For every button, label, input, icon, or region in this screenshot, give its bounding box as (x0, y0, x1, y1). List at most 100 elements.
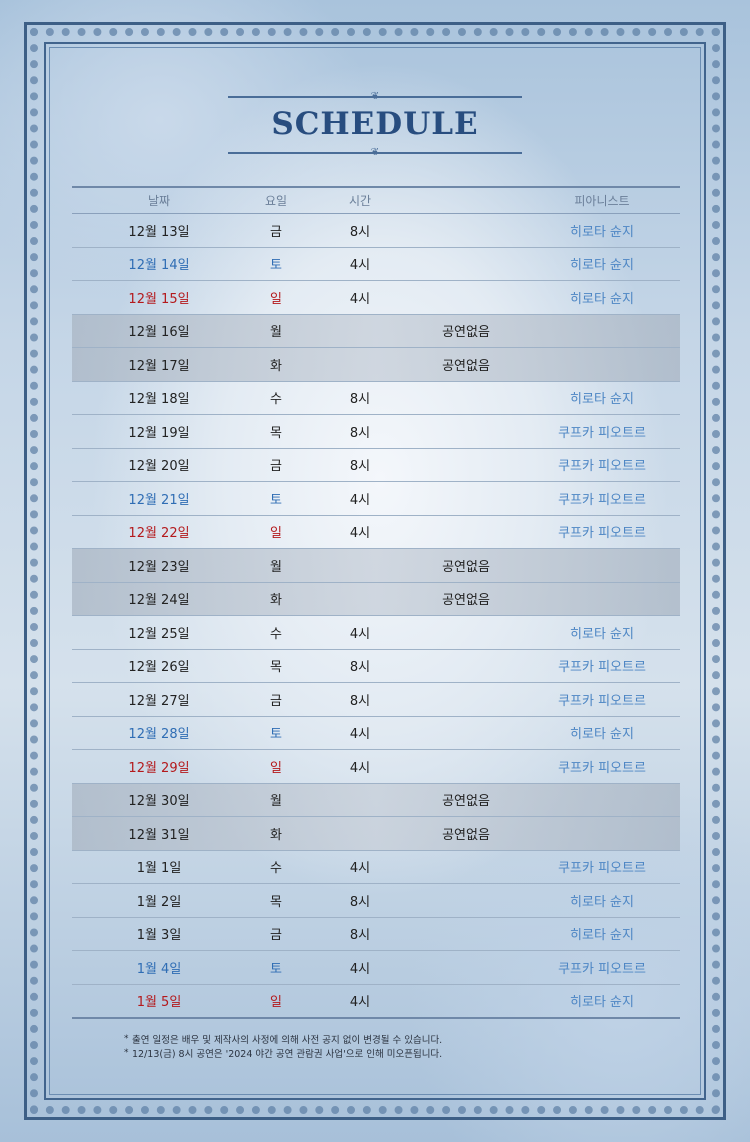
inner-frame-line (49, 47, 701, 1095)
row-pianist: 쿠프카 피오트르 (558, 961, 646, 977)
row-time: 4시 (349, 961, 371, 977)
row-time: 4시 (349, 492, 371, 508)
row-dow: 월 (270, 325, 282, 341)
table-row: 12월 25일 수 4시 히로타 슌지 (72, 616, 680, 650)
row-time: 4시 (349, 995, 371, 1011)
header-time: 시간 (348, 194, 372, 208)
table-row: 12월 13일 금 8시 히로타 슌지 (72, 214, 680, 248)
row-dow: 일 (270, 995, 282, 1011)
row-dow: 목 (270, 425, 282, 441)
row-time: 8시 (349, 459, 371, 475)
notes: 출연 일정은 배우 및 제작사의 사정에 의해 사전 공지 없이 변경될 수 있… (124, 1032, 684, 1062)
table-row: 12월 28일 토 4시 히로타 슌지 (72, 717, 680, 750)
row-no-show: 공연없음 (442, 358, 490, 374)
row-date: 12월 13일 (128, 224, 190, 240)
row-date: 12월 17일 (128, 358, 190, 374)
title-block: ❦ SCHEDULE ❦ (228, 90, 522, 160)
row-pianist: 히로타 슌지 (570, 626, 634, 642)
title-rule-bottom (228, 152, 522, 154)
inner-frame (44, 42, 706, 1100)
row-pianist: 쿠프카 피오트르 (558, 459, 646, 475)
table-row: 12월 26일 목 8시 쿠프카 피오트르 (72, 650, 680, 683)
table-row: 12월 20일 금 8시 쿠프카 피오트르 (72, 449, 680, 482)
table-row: 12월 19일 목 8시 쿠프카 피오트르 (72, 415, 680, 449)
row-date: 12월 26일 (128, 660, 190, 676)
row-dow: 일 (270, 760, 282, 776)
row-time: 8시 (349, 928, 371, 944)
header-dow: 요일 (264, 194, 288, 208)
header-pianist: 피아니스트 (574, 194, 630, 208)
row-pianist: 히로타 슌지 (570, 995, 634, 1011)
row-date: 12월 14일 (128, 258, 190, 274)
row-time: 8시 (349, 693, 371, 709)
table-row: 1월 2일 목 8시 히로타 슌지 (72, 884, 680, 918)
row-dow: 금 (270, 928, 282, 944)
note-item: 출연 일정은 배우 및 제작사의 사정에 의해 사전 공지 없이 변경될 수 있… (124, 1032, 684, 1048)
row-dow: 수 (270, 392, 282, 408)
header-date: 날짜 (147, 194, 171, 208)
row-date: 12월 22일 (128, 526, 190, 542)
row-date: 12월 16일 (128, 325, 190, 341)
row-date: 12월 28일 (128, 727, 190, 743)
row-date: 12월 31일 (128, 827, 190, 843)
row-pianist: 히로타 슌지 (570, 894, 634, 910)
page-title: SCHEDULE (271, 106, 479, 142)
schedule-table: 날짜 요일 시간 피아니스트 12월 13일 금 8시 히로타 슌지 12월 14일 토 4… (72, 186, 680, 1019)
row-time: 8시 (349, 392, 371, 408)
outer-frame (24, 22, 726, 1120)
row-pianist: 쿠프카 피오트르 (558, 660, 646, 676)
row-dow: 화 (270, 593, 282, 609)
row-time: 8시 (349, 894, 371, 910)
row-date: 12월 18일 (128, 392, 190, 408)
table-row: 12월 18일 수 8시 히로타 슌지 (72, 382, 680, 415)
row-date: 12월 30일 (128, 794, 190, 810)
table-row: 12월 15일 일 4시 히로타 슌지 (72, 281, 680, 315)
row-dow: 화 (270, 358, 282, 374)
row-dow: 화 (270, 827, 282, 843)
table-row: 1월 5일 일 4시 히로타 슌지 (72, 985, 680, 1018)
row-dow: 목 (270, 660, 282, 676)
row-pianist: 쿠프카 피오트르 (558, 760, 646, 776)
row-time: 4시 (349, 291, 371, 307)
row-time: 4시 (349, 258, 371, 274)
row-pianist: 히로타 슌지 (570, 392, 634, 408)
row-date: 12월 23일 (128, 559, 190, 575)
table-row: 12월 21일 토 4시 쿠프카 피오트르 (72, 482, 680, 516)
table-row: 1월 4일 토 4시 쿠프카 피오트르 (72, 951, 680, 985)
ornament-icon: ❦ (370, 147, 380, 158)
row-dow: 월 (270, 559, 282, 575)
row-no-show: 공연없음 (442, 593, 490, 609)
row-dow: 토 (270, 727, 282, 743)
row-date: 12월 19일 (128, 425, 190, 441)
row-date: 12월 15일 (128, 291, 190, 307)
table-row: 12월 23일 월 공연없음 (72, 549, 680, 583)
table-header: 날짜 요일 시간 피아니스트 (72, 186, 680, 214)
row-date: 12월 21일 (128, 492, 190, 508)
row-time: 4시 (349, 526, 371, 542)
row-time: 8시 (349, 224, 371, 240)
table-row: 1월 1일 수 4시 쿠프카 피오트르 (72, 851, 680, 884)
row-time: 8시 (349, 660, 371, 676)
row-no-show: 공연없음 (442, 794, 490, 810)
note-item: 12/13(금) 8시 공연은 '2024 야간 공연 관람권 사업'으로 인해… (124, 1046, 684, 1062)
row-pianist: 히로타 슌지 (570, 258, 634, 274)
row-pianist: 쿠프카 피오트르 (558, 861, 646, 877)
table-row: 12월 14일 토 4시 히로타 슌지 (72, 248, 680, 281)
row-pianist: 히로타 슌지 (570, 291, 634, 307)
row-pianist: 히로타 슌지 (570, 224, 634, 240)
row-pianist: 히로타 슌지 (570, 727, 634, 743)
row-date: 1월 1일 (136, 861, 182, 877)
table-body: 12월 13일 금 8시 히로타 슌지 12월 14일 토 4시 히로타 슌지 12월 15일 일… (72, 214, 680, 1018)
ornamental-border (30, 28, 720, 1114)
row-date: 1월 2일 (136, 894, 182, 910)
row-date: 12월 27일 (128, 693, 190, 709)
ornament-icon: ❦ (370, 91, 380, 102)
row-dow: 금 (270, 224, 282, 240)
row-no-show: 공연없음 (442, 827, 490, 843)
row-pianist: 히로타 슌지 (570, 928, 634, 944)
row-pianist: 쿠프카 피오트르 (558, 693, 646, 709)
row-time: 4시 (349, 760, 371, 776)
row-dow: 금 (270, 459, 282, 475)
row-date: 12월 20일 (128, 459, 190, 475)
row-dow: 월 (270, 794, 282, 810)
